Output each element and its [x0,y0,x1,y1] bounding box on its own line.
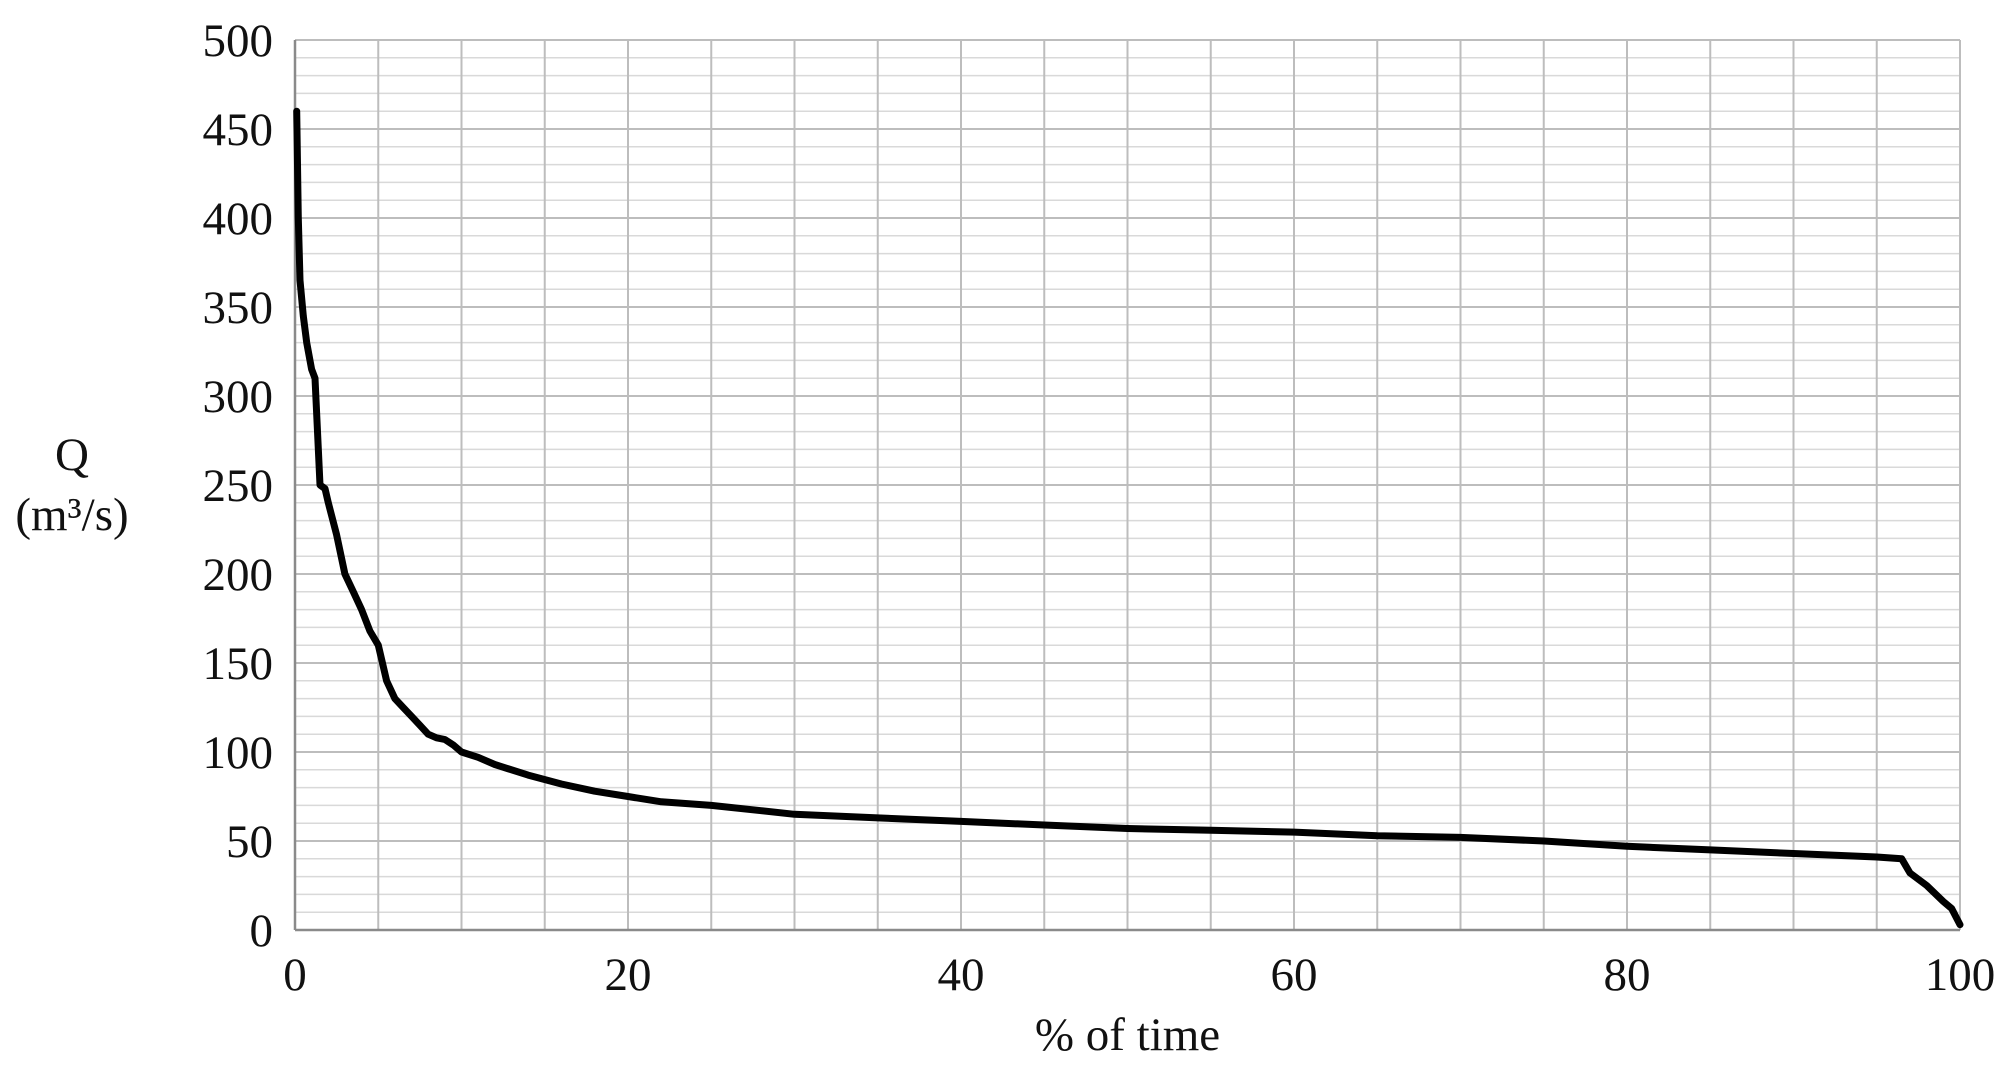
x-axis-title: % of time [1035,1009,1220,1061]
x-tick-label: 20 [605,949,652,1001]
y-tick-label: 500 [203,15,274,67]
y-axis-title: Q [55,429,89,481]
y-tick-label: 250 [203,460,274,512]
x-tick-label: 40 [938,949,985,1001]
y-tick-label: 50 [226,816,273,868]
grid [294,39,1961,931]
y-tick-label: 100 [203,727,274,779]
labels: Q (m³/s) % of time 050100150200250300350… [15,15,1995,1061]
y-tick-label: 450 [203,104,274,156]
x-tick-label: 0 [283,949,307,1001]
y-tick-label: 350 [203,282,274,334]
y-tick-label: 150 [203,638,274,690]
x-tick-label: 100 [1925,949,1996,1001]
series [293,107,1964,929]
y-tick-label: 200 [203,549,274,601]
y-tick-label: 0 [250,905,274,957]
y-tick-label: 400 [203,193,274,245]
x-tick-label: 80 [1604,949,1651,1001]
y-tick-label: 300 [203,371,274,423]
x-tick-label: 60 [1271,949,1318,1001]
y-axis-units: (m³/s) [15,489,128,541]
flow-duration-curve [293,107,1964,929]
